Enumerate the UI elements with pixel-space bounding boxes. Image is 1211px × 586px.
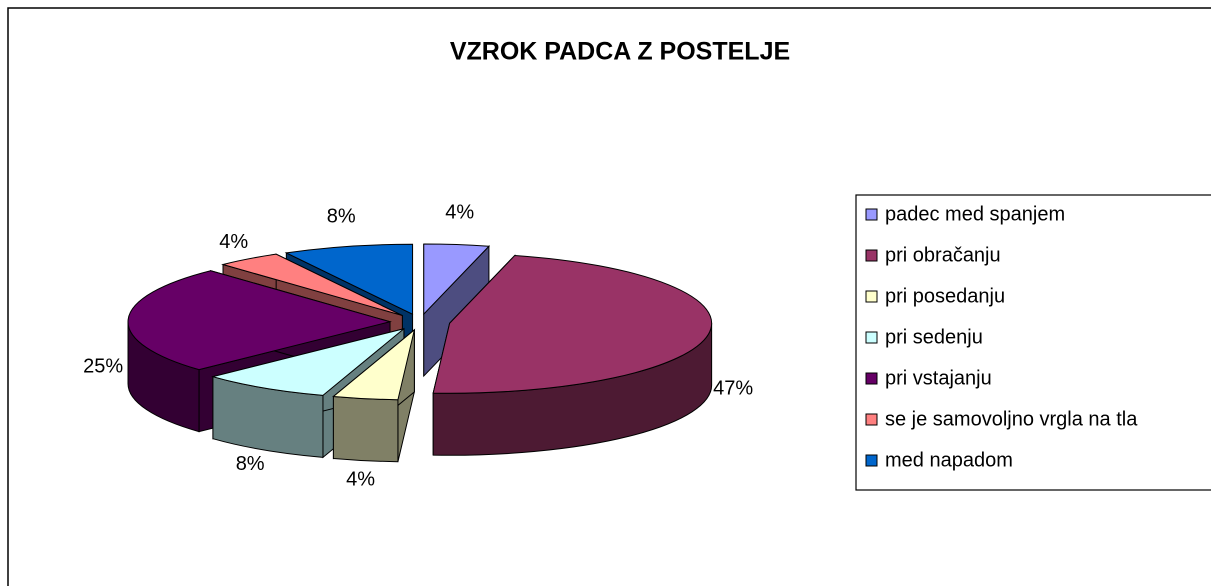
data-label: 8% xyxy=(236,453,265,475)
data-label: 8% xyxy=(327,205,356,227)
slice xyxy=(332,328,416,401)
legend-label: pri sedenju xyxy=(885,326,983,348)
legend-label: padec med spanjem xyxy=(885,203,1065,225)
legend-label: pri posedanju xyxy=(885,285,1005,307)
data-label: 4% xyxy=(445,202,474,224)
slice xyxy=(432,254,713,394)
legend-label: pri obračanju xyxy=(885,244,1001,266)
legend-swatch xyxy=(865,413,878,426)
legend-swatch xyxy=(865,290,878,303)
legend-swatch xyxy=(865,208,878,221)
slice xyxy=(211,328,405,396)
data-label: 47% xyxy=(713,377,753,399)
slice xyxy=(127,270,392,371)
legend-swatch xyxy=(865,372,878,385)
legend-label: se je samovoljno vrgla na tla xyxy=(885,408,1138,430)
legend-swatch xyxy=(865,331,878,344)
legend-label: pri vstajanju xyxy=(885,367,992,389)
data-label: 25% xyxy=(83,355,123,377)
legend-swatch xyxy=(865,454,878,467)
slice-wall xyxy=(332,395,399,463)
data-label: 4% xyxy=(346,468,375,490)
chart-title: VZROK PADCA Z POSTELJE xyxy=(450,38,790,66)
slice xyxy=(221,253,403,316)
legend-box xyxy=(855,194,1211,491)
data-label: 4% xyxy=(219,231,248,253)
slice xyxy=(423,243,491,316)
slice xyxy=(284,243,414,316)
legend-swatch xyxy=(865,249,878,262)
legend-label: med napadom xyxy=(885,449,1013,471)
